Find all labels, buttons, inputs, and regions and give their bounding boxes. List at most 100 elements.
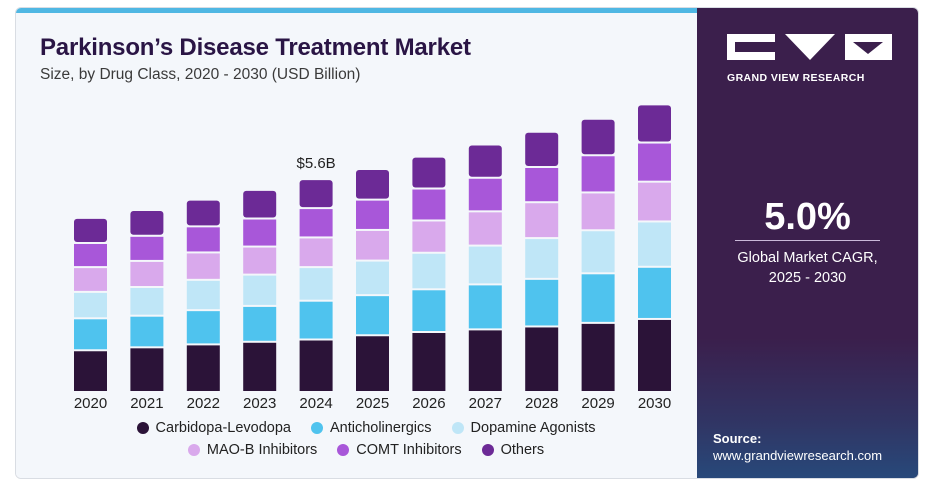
bar-segment-dopamine-agonists-2027 [468,246,502,284]
bar-segment-anticholinergics-2027 [468,285,502,329]
bar-segment-mao-b-inhibitors-2027 [468,212,502,245]
bar-segment-carbidopa-levodopa-2029 [581,323,615,391]
legend-swatch [451,422,464,434]
bar-segment-carbidopa-levodopa-2023 [243,342,277,391]
bar-segment-comt-inhibitors-2029 [581,156,615,192]
bar-segment-mao-b-inhibitors-2030 [638,182,671,221]
legend-item-others: Others [481,442,544,458]
bar-segment-others-2030 [638,105,671,142]
bar-segment-anticholinergics-2028 [525,279,559,326]
chart-title: Parkinson’s Disease Treatment Market [40,34,471,61]
legend-label: Dopamine Agonists [470,420,596,436]
cagr-label: Global Market CAGR, 2025 - 2030 [697,248,918,288]
bar-segment-mao-b-inhibitors-2025 [356,230,389,260]
legend-item-carbidopa-levodopa: Carbidopa-Levodopa [136,420,291,436]
bar-segment-anticholinergics-2026 [412,290,446,331]
legend-row-1: Carbidopa-Levodopa Anticholinergics Dopa… [56,420,676,436]
bar-segment-dopamine-agonists-2023 [243,275,277,305]
bar-segment-dopamine-agonists-2029 [581,231,615,273]
bar-segment-anticholinergics-2029 [581,274,615,322]
bar-segment-mao-b-inhibitors-2026 [412,221,446,252]
bar-segment-carbidopa-levodopa-2024 [299,340,333,391]
cagr-divider [735,240,880,241]
source-link[interactable]: www.grandviewresearch.com [713,448,883,463]
bar-segment-carbidopa-levodopa-2028 [525,327,559,391]
bar-segment-anticholinergics-2020 [74,319,107,350]
bar-segment-mao-b-inhibitors-2021 [130,261,164,286]
bar-segment-dopamine-agonists-2021 [130,288,164,315]
source-label: Source: [713,431,762,446]
accent-bar [16,8,697,13]
legend-label: COMT Inhibitors [356,442,462,458]
legend-swatch [136,422,149,434]
bar-segment-comt-inhibitors-2024 [299,209,333,237]
x-tick-label: 2021 [130,395,163,412]
x-tick-label: 2026 [412,395,445,412]
bar-segment-mao-b-inhibitors-2020 [74,268,107,291]
x-tick-label: 2027 [469,395,502,412]
bar-segment-dopamine-agonists-2020 [74,292,107,318]
x-tick-label: 2025 [356,395,389,412]
bar-segment-comt-inhibitors-2027 [468,178,502,211]
bar-segment-carbidopa-levodopa-2030 [638,319,671,391]
bar-segment-mao-b-inhibitors-2028 [525,203,559,238]
bar-segment-comt-inhibitors-2021 [130,236,164,260]
bar-segment-others-2024 [299,180,333,208]
bar-segment-carbidopa-levodopa-2020 [74,351,107,391]
bar-segment-mao-b-inhibitors-2024 [299,238,333,267]
legend-label: Carbidopa-Levodopa [155,420,291,436]
bar-segment-carbidopa-levodopa-2022 [186,345,220,391]
bar-segment-dopamine-agonists-2028 [525,239,559,278]
bar-segment-anticholinergics-2024 [299,301,333,339]
x-tick-label: 2022 [187,395,220,412]
bar-segment-carbidopa-levodopa-2027 [468,330,502,391]
bar-segment-dopamine-agonists-2026 [412,253,446,289]
legend-label: Anticholinergics [329,420,432,436]
x-tick-label: 2023 [243,395,276,412]
chart-subtitle: Size, by Drug Class, 2020 - 2030 (USD Bi… [40,66,361,83]
bar-segment-comt-inhibitors-2023 [243,219,277,246]
bar-segment-others-2027 [468,145,502,177]
bar-segment-others-2023 [243,190,277,218]
bar-segment-mao-b-inhibitors-2023 [243,247,277,274]
data-label-annotation: $5.6B [296,155,335,172]
bar-segment-dopamine-agonists-2030 [638,222,671,266]
bar-segment-dopamine-agonists-2024 [299,268,333,300]
x-tick-label: 2029 [581,395,614,412]
legend-item-mao-b-inhibitors: MAO-B Inhibitors [187,442,318,458]
legend: Carbidopa-Levodopa Anticholinergics Dopa… [56,420,676,464]
bar-segment-others-2020 [74,218,107,242]
legend-row-2: MAO-B Inhibitors COMT Inhibitors Others [56,442,676,458]
bar-segment-comt-inhibitors-2026 [412,189,446,220]
stacked-bar-chart: 2020 2021 2022 2023 2024 $5.6B 2025 2026 2027 202… [74,105,671,412]
summary-panel: GRAND VIEW RESEARCH 5.0% Global Market C… [697,8,918,478]
bar-segment-mao-b-inhibitors-2022 [186,253,220,279]
legend-label: MAO-B Inhibitors [206,442,318,458]
grand-view-research-logo [727,34,892,60]
bar-segment-anticholinergics-2022 [186,311,220,344]
chart-card: Parkinson’s Disease Treatment Market Siz… [15,7,919,479]
legend-item-comt-inhibitors: COMT Inhibitors [337,442,462,458]
bar-segment-mao-b-inhibitors-2029 [581,193,615,230]
bar-segment-others-2021 [130,211,164,235]
bar-segment-comt-inhibitors-2020 [74,243,107,267]
bar-segment-others-2028 [525,132,559,166]
legend-swatch [187,444,200,456]
legend-swatch [310,422,323,434]
legend-item-dopamine-agonists: Dopamine Agonists [451,420,596,436]
bar-segment-anticholinergics-2021 [130,316,164,347]
bar-segment-dopamine-agonists-2025 [356,261,389,295]
bar-segment-comt-inhibitors-2028 [525,168,559,202]
bar-segment-anticholinergics-2030 [638,267,671,318]
bar-segment-carbidopa-levodopa-2026 [412,333,446,391]
bar-segment-anticholinergics-2023 [243,306,277,341]
bar-segment-others-2025 [356,169,389,199]
bar-segment-carbidopa-levodopa-2025 [356,336,389,391]
x-tick-label: 2028 [525,395,558,412]
x-tick-label: 2024 [299,395,332,412]
bar-segment-others-2026 [412,157,446,188]
bar-segment-dopamine-agonists-2022 [186,280,220,310]
bar-segment-comt-inhibitors-2025 [356,200,389,229]
x-tick-label: 2020 [74,395,107,412]
legend-swatch [337,444,350,456]
